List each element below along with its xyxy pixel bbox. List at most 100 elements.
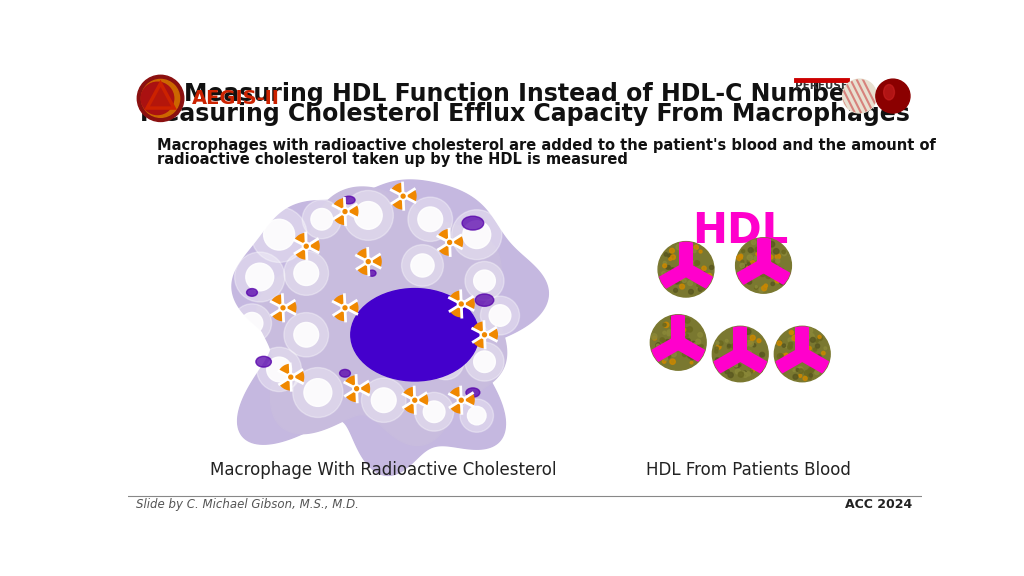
Circle shape	[257, 347, 301, 392]
Circle shape	[815, 370, 819, 374]
Circle shape	[141, 79, 179, 118]
Polygon shape	[439, 245, 450, 255]
Circle shape	[782, 251, 786, 256]
Circle shape	[480, 296, 519, 335]
Circle shape	[812, 362, 815, 365]
Circle shape	[246, 263, 273, 291]
Circle shape	[663, 323, 667, 327]
Circle shape	[700, 344, 703, 347]
Circle shape	[742, 371, 746, 376]
Circle shape	[678, 275, 683, 281]
Circle shape	[810, 359, 812, 361]
Circle shape	[771, 282, 774, 286]
Circle shape	[743, 341, 749, 346]
Circle shape	[799, 369, 803, 373]
Circle shape	[757, 366, 760, 370]
Circle shape	[474, 351, 496, 373]
Circle shape	[653, 350, 656, 353]
Circle shape	[710, 266, 714, 270]
Circle shape	[458, 300, 465, 308]
Circle shape	[698, 287, 702, 291]
Circle shape	[672, 352, 676, 357]
Circle shape	[664, 272, 667, 275]
Circle shape	[739, 254, 742, 258]
Circle shape	[816, 340, 818, 342]
Circle shape	[810, 355, 815, 360]
Circle shape	[736, 335, 741, 339]
Polygon shape	[473, 322, 484, 333]
Circle shape	[670, 359, 675, 365]
Circle shape	[725, 339, 728, 342]
Polygon shape	[403, 388, 415, 398]
Circle shape	[790, 346, 792, 348]
Circle shape	[758, 251, 762, 255]
Circle shape	[694, 274, 697, 276]
Circle shape	[677, 336, 682, 342]
Circle shape	[716, 342, 719, 344]
Circle shape	[673, 335, 678, 340]
Circle shape	[687, 260, 689, 262]
Text: Measuring Cholesterol Efflux Capacity From Macrophages: Measuring Cholesterol Efflux Capacity Fr…	[140, 102, 909, 126]
Circle shape	[700, 285, 706, 290]
Circle shape	[719, 341, 723, 346]
Circle shape	[781, 358, 784, 361]
Circle shape	[756, 366, 758, 368]
Polygon shape	[418, 394, 428, 406]
Circle shape	[764, 284, 767, 287]
Circle shape	[294, 323, 318, 347]
Circle shape	[663, 351, 667, 356]
Circle shape	[668, 350, 672, 354]
Circle shape	[843, 79, 877, 113]
Polygon shape	[404, 403, 415, 413]
Circle shape	[757, 367, 763, 372]
Circle shape	[780, 362, 784, 366]
Polygon shape	[451, 291, 461, 302]
Circle shape	[769, 255, 773, 259]
Circle shape	[686, 265, 689, 267]
Circle shape	[687, 256, 691, 260]
Circle shape	[354, 386, 358, 391]
Circle shape	[341, 304, 349, 312]
Circle shape	[741, 347, 745, 351]
Circle shape	[663, 331, 666, 334]
Polygon shape	[280, 365, 291, 375]
Circle shape	[482, 333, 486, 337]
Circle shape	[756, 252, 759, 256]
Circle shape	[740, 359, 742, 361]
Circle shape	[685, 339, 690, 343]
Circle shape	[750, 340, 753, 344]
Circle shape	[750, 264, 753, 267]
Circle shape	[760, 271, 765, 276]
Circle shape	[777, 341, 781, 346]
Circle shape	[694, 245, 698, 249]
Circle shape	[760, 353, 762, 355]
Polygon shape	[360, 382, 370, 394]
Circle shape	[773, 249, 779, 254]
Circle shape	[665, 253, 668, 256]
Circle shape	[694, 260, 699, 266]
Polygon shape	[465, 298, 474, 309]
Circle shape	[803, 376, 807, 381]
Polygon shape	[281, 380, 291, 390]
Circle shape	[365, 257, 372, 266]
Text: Macrophages with radioactive cholesterol are added to the patient's blood and th: Macrophages with radioactive cholesterol…	[158, 138, 936, 153]
Circle shape	[818, 361, 822, 365]
Circle shape	[343, 191, 393, 240]
Circle shape	[251, 207, 307, 263]
Circle shape	[671, 316, 675, 320]
Circle shape	[768, 251, 771, 254]
Circle shape	[779, 279, 784, 285]
Circle shape	[809, 374, 812, 377]
Circle shape	[241, 312, 263, 334]
Circle shape	[673, 347, 677, 351]
Ellipse shape	[247, 289, 257, 296]
Circle shape	[798, 328, 800, 330]
Circle shape	[707, 274, 712, 278]
Circle shape	[675, 272, 680, 276]
Circle shape	[266, 357, 292, 382]
Circle shape	[141, 82, 174, 115]
Polygon shape	[465, 394, 474, 406]
Circle shape	[681, 269, 686, 274]
Circle shape	[670, 344, 672, 346]
Circle shape	[749, 272, 753, 276]
